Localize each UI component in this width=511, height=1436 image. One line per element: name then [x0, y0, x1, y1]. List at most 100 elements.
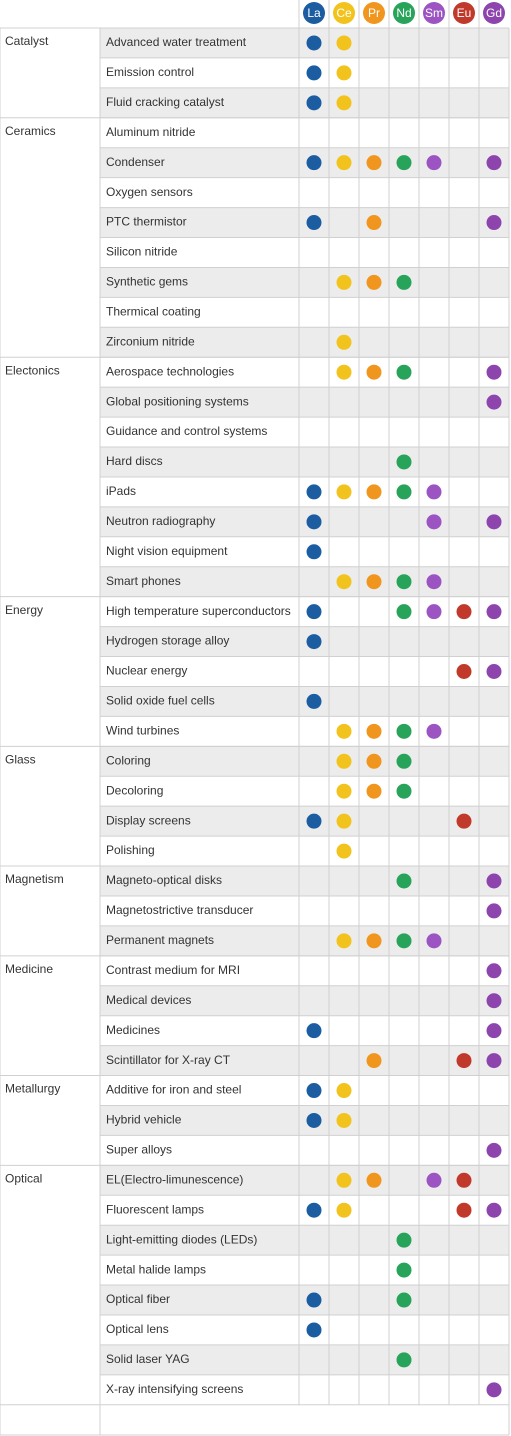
application: Solid laser YAG	[106, 1352, 190, 1366]
usage-dot	[456, 663, 472, 679]
row-shade	[100, 447, 509, 477]
category: Optical	[5, 1172, 42, 1186]
row-shade	[100, 686, 509, 717]
usage-dot	[486, 873, 502, 889]
usage-dot	[306, 35, 322, 51]
application: EL(Electro-limunescence)	[106, 1172, 243, 1186]
usage-dot	[306, 1083, 322, 1099]
category: Medicine	[5, 962, 53, 976]
row-shade	[100, 1225, 509, 1256]
element-badge	[423, 2, 445, 24]
application: iPads	[106, 484, 136, 498]
usage-dot	[336, 35, 352, 51]
usage-dot	[336, 723, 352, 739]
application: Thermical coating	[106, 305, 201, 319]
usage-dot	[336, 753, 352, 769]
application: Scintillator for X-ray CT	[106, 1053, 231, 1067]
application: Solid oxide fuel cells	[106, 694, 215, 708]
usage-dot	[306, 95, 322, 111]
application: Optical lens	[106, 1322, 169, 1336]
usage-dot	[336, 155, 352, 171]
application: PTC thermistor	[106, 215, 187, 229]
application: Global positioning systems	[106, 394, 249, 408]
application: Advanced water treatment	[106, 35, 247, 49]
row-shade	[100, 267, 509, 298]
usage-dot	[396, 1352, 412, 1368]
usage-dot	[336, 1083, 352, 1099]
usage-dot	[396, 1262, 412, 1278]
element-badge	[393, 2, 415, 24]
usage-dot	[396, 873, 412, 889]
usage-dot	[486, 663, 502, 679]
row-shade	[100, 1045, 509, 1076]
usage-dot	[306, 514, 322, 530]
usage-dot	[486, 963, 502, 979]
usage-dot	[366, 274, 382, 290]
usage-dot	[486, 1382, 502, 1398]
usage-dot	[486, 215, 502, 231]
usage-dot	[426, 155, 442, 171]
usage-dot	[366, 753, 382, 769]
usage-dot	[366, 723, 382, 739]
usage-dot	[486, 1202, 502, 1218]
usage-dot	[336, 1172, 352, 1188]
usage-dot	[366, 933, 382, 949]
usage-dot	[396, 155, 412, 171]
usage-dot	[396, 1232, 412, 1248]
usage-dot	[456, 604, 472, 620]
usage-dot	[336, 364, 352, 380]
element-badge	[303, 2, 325, 24]
element-badge	[363, 2, 385, 24]
application: Aerospace technologies	[106, 364, 234, 378]
application: Fluorescent lamps	[106, 1202, 204, 1216]
usage-dot	[486, 364, 502, 380]
usage-dot	[366, 1053, 382, 1069]
usage-dot	[396, 364, 412, 380]
application: Permanent magnets	[106, 933, 214, 947]
usage-dot	[426, 514, 442, 530]
usage-dot	[306, 1322, 322, 1338]
element-badge	[483, 2, 505, 24]
application: Zirconium nitride	[106, 334, 195, 348]
application: Contrast medium for MRI	[106, 963, 240, 977]
usage-dot	[306, 693, 322, 709]
category: Energy	[5, 603, 43, 617]
application: Coloring	[106, 753, 151, 767]
usage-dot	[336, 1202, 352, 1218]
usage-dot	[426, 604, 442, 620]
usage-dot	[486, 903, 502, 919]
row-shade	[100, 327, 509, 358]
usage-dot	[426, 484, 442, 500]
usage-dot	[306, 215, 322, 231]
row-shade	[100, 866, 509, 896]
usage-dot	[426, 933, 442, 949]
usage-dot	[396, 723, 412, 739]
application: Wind turbines	[106, 724, 179, 738]
usage-dot	[336, 813, 352, 829]
usage-dot	[306, 1112, 322, 1128]
row-shade	[100, 806, 509, 837]
usage-dot	[486, 1023, 502, 1039]
usage-dot	[336, 574, 352, 590]
application: Hybrid vehicle	[106, 1113, 182, 1127]
usage-dot	[336, 484, 352, 500]
application: X-ray intensifying screens	[106, 1382, 243, 1396]
usage-dot	[306, 1292, 322, 1308]
category: Magnetism	[5, 872, 64, 886]
usage-dot	[426, 1172, 442, 1188]
application: Metal halide lamps	[106, 1262, 206, 1276]
application: Light-emitting diodes (LEDs)	[106, 1232, 257, 1246]
category: Electonics	[5, 363, 60, 377]
application: Aluminum nitride	[106, 125, 196, 139]
usage-dot	[486, 1053, 502, 1069]
usage-dot	[366, 364, 382, 380]
row-shade	[100, 207, 509, 238]
usage-dot	[396, 454, 412, 470]
row-shade	[100, 1285, 509, 1315]
usage-dot	[396, 484, 412, 500]
application: Neutron radiography	[106, 514, 215, 528]
application: Oxygen sensors	[106, 185, 193, 199]
application: Synthetic gems	[106, 275, 188, 289]
usage-dot	[336, 783, 352, 799]
